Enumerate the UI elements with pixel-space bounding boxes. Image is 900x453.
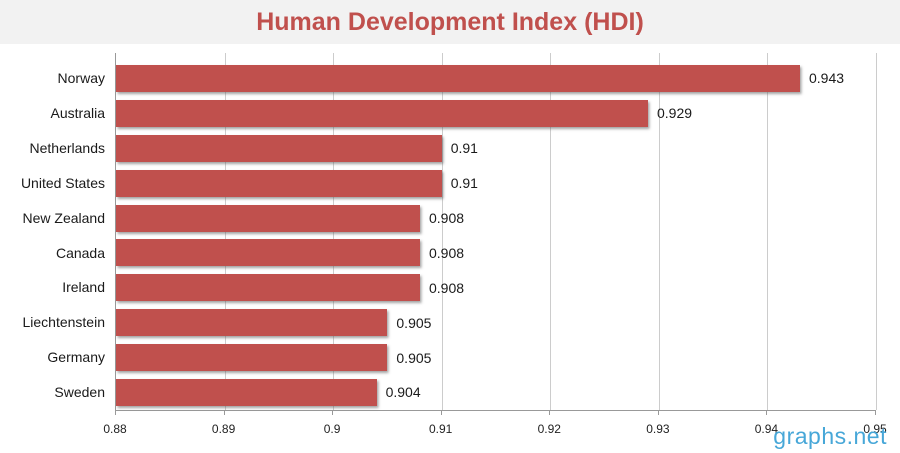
gridline bbox=[224, 53, 226, 410]
bar-value-label: 0.91 bbox=[450, 175, 478, 192]
x-tick-label: 0.92 bbox=[537, 422, 561, 436]
chart-title: Human Development Index (HDI) bbox=[256, 7, 644, 36]
gridline bbox=[876, 53, 877, 410]
bar-row: 0.908 bbox=[116, 201, 876, 236]
bar-row: 0.929 bbox=[116, 96, 876, 131]
x-tick-mark bbox=[115, 411, 116, 415]
bar-row: 0.943 bbox=[116, 61, 876, 96]
bar-netherlands bbox=[116, 134, 442, 162]
gridline bbox=[767, 53, 769, 410]
x-tick-mark bbox=[875, 411, 876, 415]
x-tick-mark bbox=[332, 411, 334, 415]
category-label-norway: Norway bbox=[57, 70, 105, 86]
gridline bbox=[333, 53, 335, 410]
bar-canada bbox=[116, 239, 420, 267]
bar-sweden bbox=[116, 378, 377, 406]
x-tick-mark bbox=[766, 411, 768, 415]
bar-value-label: 0.908 bbox=[429, 210, 465, 226]
bar-row: 0.91 bbox=[116, 166, 876, 201]
chart-header: Human Development Index (HDI) bbox=[0, 0, 900, 44]
gridline bbox=[550, 53, 552, 410]
gridline bbox=[441, 53, 443, 410]
bar-value-label: 0.905 bbox=[396, 349, 432, 366]
x-tick-label: 0.94 bbox=[754, 422, 779, 436]
x-tick-mark bbox=[549, 411, 551, 415]
category-label-netherlands: Netherlands bbox=[29, 139, 106, 156]
bar-value-label: 0.905 bbox=[396, 314, 432, 331]
bar-row: 0.91 bbox=[116, 131, 876, 166]
x-tick-label: 0.88 bbox=[103, 422, 127, 436]
bar-value-label: 0.904 bbox=[385, 384, 421, 401]
bar-value-label: 0.908 bbox=[429, 279, 465, 296]
bar-row: 0.905 bbox=[116, 305, 876, 340]
x-tick-label: 0.9 bbox=[323, 422, 341, 436]
bar-row: 0.908 bbox=[116, 235, 876, 270]
bar-rows: 0.943 0.929 0.91 0.91 0.908 0.908 0.908 0.905 0.… bbox=[116, 61, 876, 410]
bar-value-label: 0.91 bbox=[450, 140, 478, 157]
category-label-sweden: Sweden bbox=[54, 384, 105, 401]
x-tick-label: 0.95 bbox=[863, 422, 887, 436]
x-tick-mark bbox=[440, 411, 442, 415]
bar-germany bbox=[116, 344, 388, 372]
x-tick-label: 0.93 bbox=[646, 422, 670, 436]
category-label-liechtenstein: Liechtenstein bbox=[22, 314, 105, 331]
bar-row: 0.908 bbox=[116, 270, 876, 305]
category-label-australia: Australia bbox=[50, 104, 105, 121]
bar-row: 0.904 bbox=[116, 375, 876, 410]
category-label-ireland: Ireland bbox=[62, 279, 105, 296]
watermark: graphs.net bbox=[773, 423, 887, 449]
bar-united-states bbox=[116, 169, 442, 197]
bar-value-label: 0.908 bbox=[429, 244, 465, 261]
bar-chart: 0.943 0.929 0.91 0.91 0.908 0.908 0.908 0.905 0.… bbox=[0, 44, 900, 453]
gridline bbox=[658, 53, 660, 410]
bar-value-label: 0.943 bbox=[809, 70, 845, 87]
plot-area: 0.943 0.929 0.91 0.91 0.908 0.908 0.908 0.905 0.… bbox=[115, 53, 877, 411]
x-tick-mark bbox=[657, 411, 659, 415]
category-label-canada: Canada bbox=[55, 244, 105, 261]
category-label-united-states: United States bbox=[20, 174, 105, 191]
x-tick-mark bbox=[223, 411, 225, 415]
bar-australia bbox=[116, 99, 648, 127]
x-tick-label: 0.91 bbox=[429, 422, 453, 436]
bar-value-label: 0.929 bbox=[657, 105, 693, 122]
category-label-germany: Germany bbox=[47, 349, 105, 366]
bar-ireland bbox=[116, 274, 420, 302]
bar-liechtenstein bbox=[116, 309, 388, 337]
bar-row: 0.905 bbox=[116, 340, 876, 375]
bar-new-zealand bbox=[116, 204, 420, 232]
bar-norway bbox=[116, 64, 800, 92]
category-label-new-zealand: New Zealand bbox=[22, 209, 106, 226]
x-tick-label: 0.89 bbox=[211, 422, 236, 436]
